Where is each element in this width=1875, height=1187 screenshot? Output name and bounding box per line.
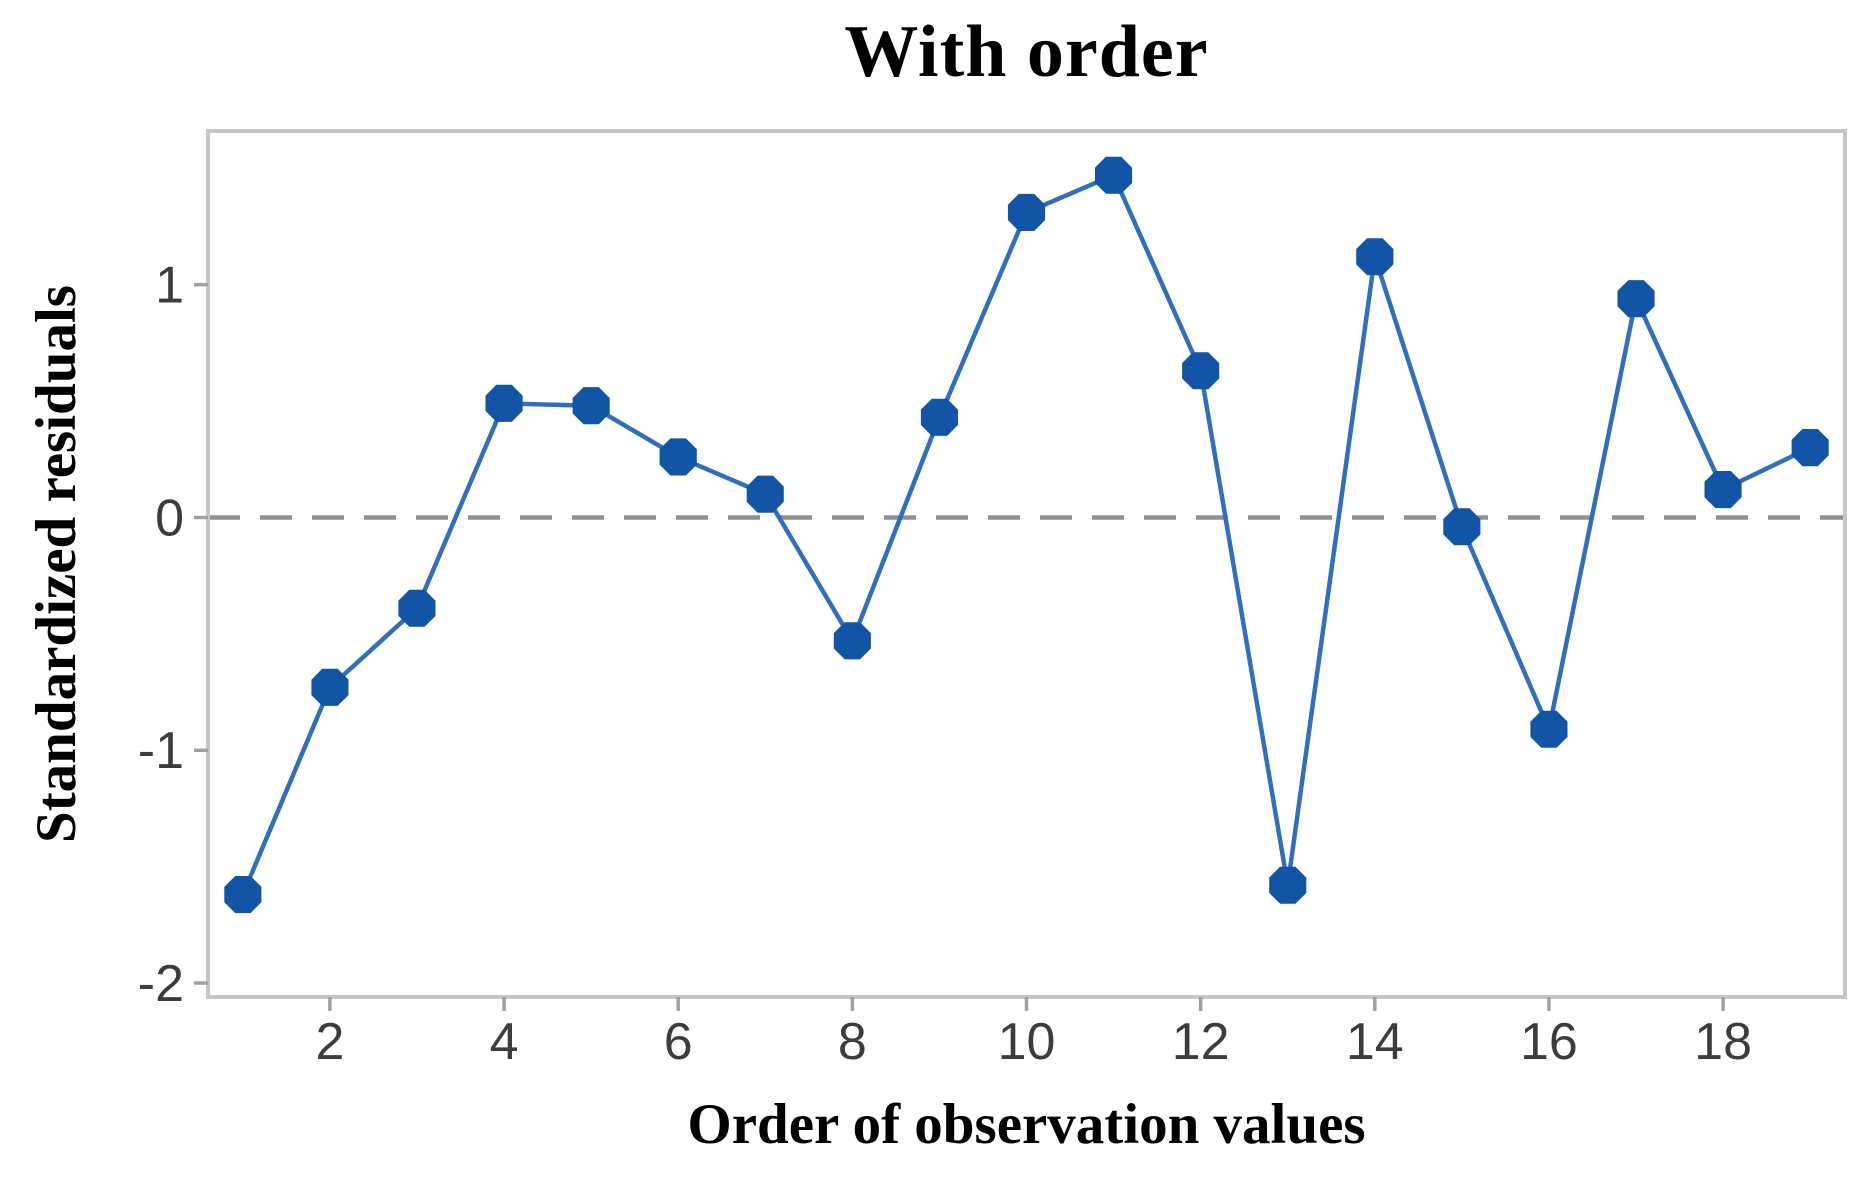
data-point-marker: [311, 668, 349, 706]
data-point-marker: [1791, 429, 1829, 467]
data-point-marker: [920, 398, 958, 436]
data-point-marker: [1617, 280, 1655, 318]
chart-title: With order: [844, 11, 1209, 93]
data-point-marker: [1182, 352, 1220, 390]
y-tick-label: 1: [155, 257, 184, 315]
data-point-marker: [572, 387, 610, 425]
data-point-marker: [1095, 156, 1133, 194]
y-tick-label: -2: [138, 955, 184, 1013]
data-point-marker: [398, 589, 436, 627]
data-point-marker: [746, 475, 784, 513]
data-point-marker: [1269, 866, 1307, 904]
x-tick-label: 6: [664, 1013, 693, 1071]
x-tick-label: 14: [1346, 1013, 1404, 1071]
x-tick-label: 16: [1520, 1013, 1578, 1071]
data-point-marker: [1704, 471, 1742, 509]
x-axis-title: Order of observation values: [687, 1093, 1366, 1156]
y-tick-label: -1: [138, 722, 184, 780]
data-point-marker: [659, 438, 697, 476]
series-line: [240, 172, 1813, 897]
x-tick-label: 2: [315, 1013, 344, 1071]
data-point-marker: [1356, 238, 1394, 276]
y-tick-label: 0: [155, 489, 184, 547]
data-point-marker: [1530, 710, 1568, 748]
data-point-marker: [833, 622, 871, 660]
data-point-marker: [485, 384, 523, 422]
plot-frame: [206, 129, 1847, 999]
data-point-marker: [224, 876, 262, 914]
x-tick-label: 10: [998, 1013, 1056, 1071]
x-tick-label: 18: [1694, 1013, 1752, 1071]
data-point-marker: [1007, 193, 1046, 231]
x-tick-label: 8: [838, 1013, 867, 1071]
x-tick-label: 4: [490, 1013, 519, 1071]
x-tick-label: 12: [1172, 1013, 1230, 1071]
data-point-marker: [1443, 508, 1481, 546]
